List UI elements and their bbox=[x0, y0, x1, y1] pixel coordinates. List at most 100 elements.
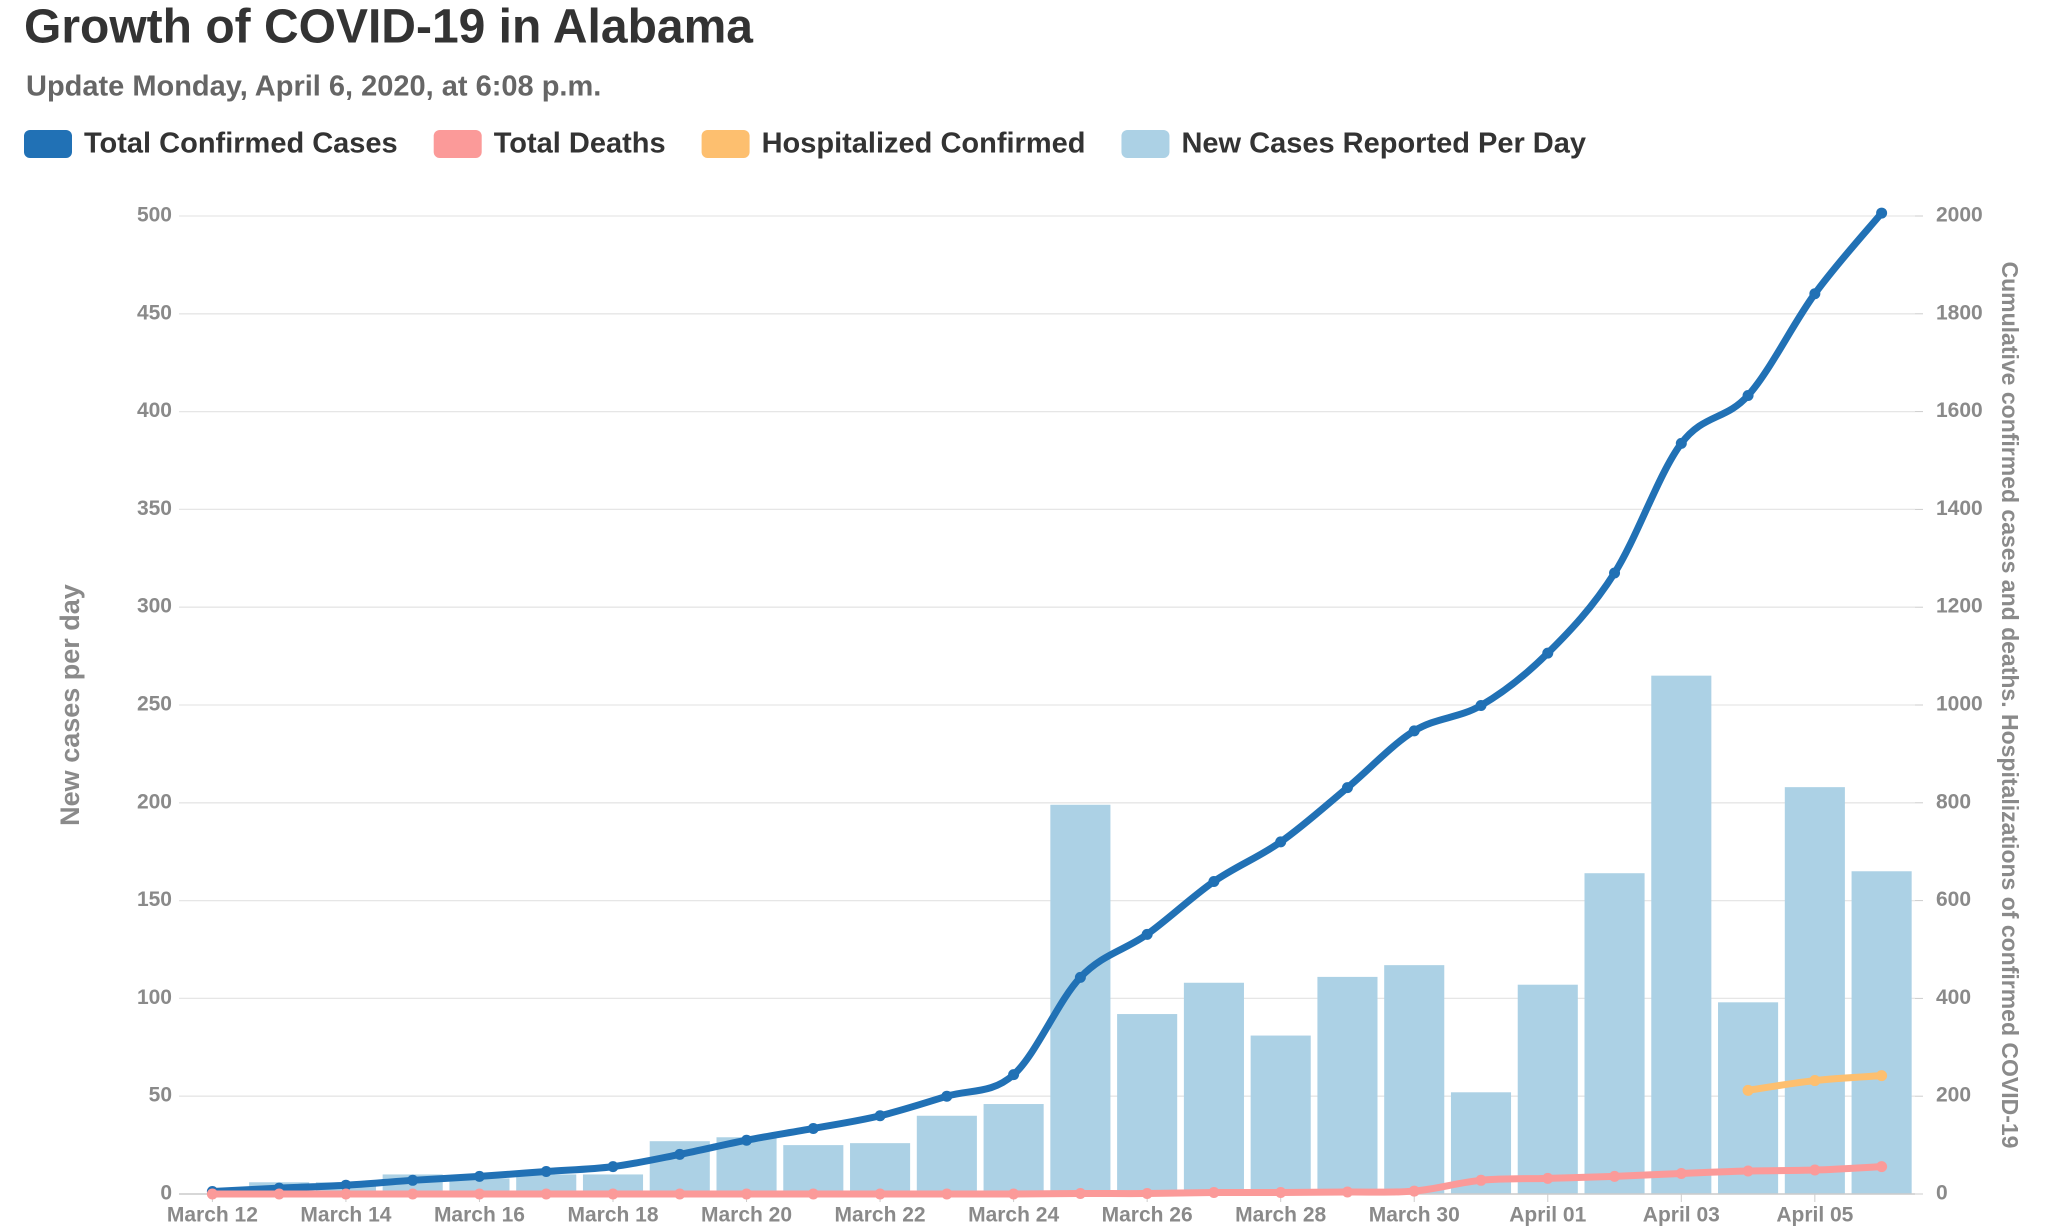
point bbox=[473, 1170, 485, 1182]
point bbox=[1341, 782, 1353, 794]
y-axis-title: New cases per day bbox=[55, 584, 85, 826]
y-tick-label: 350 bbox=[137, 497, 172, 520]
x-tick-label: March 28 bbox=[1235, 1204, 1326, 1227]
point bbox=[1675, 437, 1687, 449]
point bbox=[1074, 1188, 1086, 1200]
point bbox=[1341, 1186, 1353, 1198]
bar bbox=[983, 1104, 1044, 1194]
point bbox=[741, 1188, 753, 1200]
point bbox=[1876, 1070, 1888, 1082]
bar bbox=[1784, 787, 1845, 1194]
legend-label: Total Confirmed Cases bbox=[84, 128, 398, 160]
bar bbox=[449, 1178, 510, 1194]
point bbox=[1609, 1170, 1621, 1182]
x-tick-label: April 03 bbox=[1643, 1204, 1720, 1227]
point bbox=[1876, 207, 1888, 219]
point bbox=[1008, 1188, 1020, 1200]
y2-tick-label: 1200 bbox=[1936, 595, 1983, 618]
y2-tick-label: 600 bbox=[1936, 888, 1971, 911]
legend-label: New Cases Reported Per Day bbox=[1181, 128, 1586, 160]
legend-swatch bbox=[1121, 130, 1170, 158]
y-tick-label: 250 bbox=[137, 693, 172, 716]
point bbox=[540, 1166, 552, 1178]
point bbox=[607, 1161, 619, 1173]
legend-swatch bbox=[701, 130, 750, 158]
x-tick-label: March 30 bbox=[1369, 1204, 1460, 1227]
point bbox=[1742, 1084, 1754, 1096]
point bbox=[1208, 876, 1220, 888]
x-tick-label: March 18 bbox=[567, 1204, 658, 1227]
bar bbox=[916, 1115, 977, 1194]
point bbox=[1275, 836, 1287, 848]
point bbox=[874, 1110, 886, 1122]
bar bbox=[1384, 965, 1445, 1194]
point bbox=[1141, 1188, 1153, 1200]
line bbox=[208, 1163, 1886, 1198]
point bbox=[1675, 1167, 1687, 1179]
y-tick-label: 0 bbox=[160, 1182, 172, 1205]
x-tick-label: April 01 bbox=[1509, 1204, 1586, 1227]
y2-tick-label: 1600 bbox=[1936, 399, 1983, 422]
legend-label: Total Deaths bbox=[494, 128, 666, 160]
point bbox=[1876, 1161, 1888, 1173]
bar bbox=[1317, 976, 1378, 1194]
y-tick-label: 100 bbox=[137, 986, 172, 1009]
point bbox=[1809, 1164, 1821, 1176]
point bbox=[273, 1188, 285, 1200]
y2-tick-label: 1800 bbox=[1936, 301, 1983, 324]
point bbox=[1542, 1172, 1554, 1184]
point bbox=[807, 1122, 819, 1134]
y-tick-label: 50 bbox=[149, 1084, 172, 1107]
chart-title: Growth of COVID-19 in Alabama bbox=[24, 1, 753, 54]
point bbox=[941, 1188, 953, 1200]
x-tick-label: March 14 bbox=[300, 1204, 391, 1227]
y2-tick-label: 2000 bbox=[1936, 204, 1983, 227]
bar bbox=[1517, 984, 1578, 1194]
point bbox=[1542, 647, 1554, 659]
bar bbox=[1718, 1002, 1779, 1194]
point bbox=[340, 1179, 352, 1191]
line bbox=[208, 209, 1886, 1196]
point bbox=[674, 1148, 686, 1160]
legend-swatch bbox=[433, 130, 482, 158]
point bbox=[1008, 1069, 1020, 1081]
y2-tick-label: 200 bbox=[1936, 1084, 1971, 1107]
bar bbox=[1651, 675, 1712, 1194]
x-tick-label: March 16 bbox=[434, 1204, 525, 1227]
point bbox=[807, 1188, 819, 1200]
x-tick-label: March 24 bbox=[968, 1204, 1059, 1227]
x-tick-label: March 12 bbox=[167, 1204, 258, 1227]
bar bbox=[582, 1174, 644, 1194]
point bbox=[741, 1134, 753, 1146]
point bbox=[674, 1188, 686, 1200]
bar bbox=[850, 1143, 911, 1194]
bar bbox=[1117, 1014, 1178, 1194]
point bbox=[941, 1090, 953, 1102]
x-tick-label: April 05 bbox=[1776, 1204, 1853, 1227]
x-tick-label: March 26 bbox=[1102, 1204, 1193, 1227]
y-tick-label: 200 bbox=[137, 790, 172, 813]
y2-axis-title: Cumulative confirmed cases and deaths. H… bbox=[1997, 262, 2023, 1149]
y-tick-label: 300 bbox=[137, 595, 172, 618]
point bbox=[1809, 288, 1821, 300]
point bbox=[407, 1188, 419, 1200]
point bbox=[1609, 567, 1621, 579]
bar bbox=[1183, 982, 1244, 1194]
y2-tick-label: 400 bbox=[1936, 986, 1971, 1009]
y2-tick-label: 1400 bbox=[1936, 497, 1983, 520]
point bbox=[874, 1188, 886, 1200]
bar bbox=[1584, 873, 1645, 1194]
chart-subtitle: Update Monday, April 6, 2020, at 6:08 p.… bbox=[26, 71, 601, 103]
bar bbox=[1250, 1035, 1311, 1194]
y-tick-label: 450 bbox=[137, 301, 172, 324]
legend: Total Confirmed Cases Total Deaths Hospita… bbox=[24, 128, 1586, 160]
point bbox=[1408, 725, 1420, 737]
x-tick-label: March 20 bbox=[701, 1204, 792, 1227]
point bbox=[1475, 1174, 1487, 1186]
y2-tick-label: 1000 bbox=[1936, 693, 1983, 716]
point bbox=[407, 1174, 419, 1186]
bar bbox=[1050, 804, 1111, 1194]
point bbox=[1809, 1075, 1821, 1087]
y2-tick-label: 800 bbox=[1936, 790, 1971, 813]
